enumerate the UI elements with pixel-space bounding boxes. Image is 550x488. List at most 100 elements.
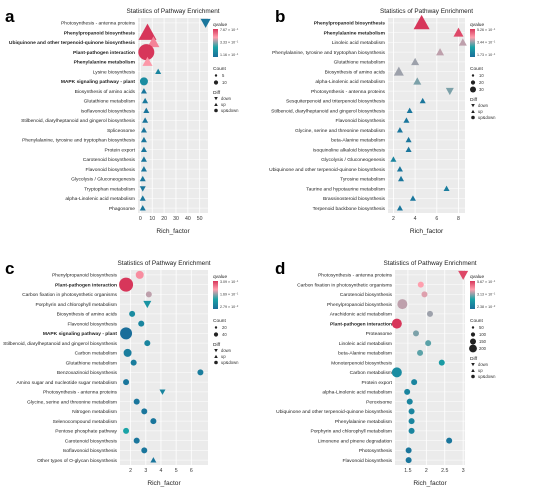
diff-legend-marker — [471, 115, 475, 120]
qvalue-tick-label: 3.09 × 10⁻¹ — [220, 280, 239, 284]
count-legend-dot — [213, 332, 219, 337]
y-tick-label: alpha-Linolenic acid metabolism — [315, 79, 385, 85]
y-tick-label: Glycolysis / Gluconeogenesis — [321, 157, 385, 163]
y-tick-label: Isoflavonoid biosynthesis — [63, 448, 118, 454]
panel-b: b Statistics of Pathway Enrichment Phenylp… — [269, 7, 496, 235]
count-legend-label: 200 — [479, 346, 487, 351]
y-tick-label: Ubiquinone and other terpenoid-quinone b… — [9, 40, 135, 46]
count-legend-label: 10 — [479, 73, 484, 78]
data-point — [443, 185, 450, 192]
legend-count-title: Count — [213, 66, 226, 72]
data-point — [406, 398, 413, 405]
data-point — [139, 195, 146, 201]
y-tick-label: Monoterpenoid biosynthesis — [331, 360, 392, 366]
qvalue-tick-label: 3.44 × 10⁻¹ — [477, 41, 496, 45]
y-tick-label: Carotenoid biosynthesis — [65, 438, 118, 444]
panel-letter: a — [5, 7, 15, 26]
data-point — [120, 327, 133, 340]
data-point — [391, 318, 402, 329]
qvalue-tick-label: 1.73 × 10⁻¹ — [477, 53, 496, 57]
data-point — [150, 418, 157, 425]
qvalue-tick-label: 5.67 × 10⁻¹ — [477, 280, 496, 284]
x-tick-label: 1.5 — [404, 468, 411, 474]
data-point — [458, 270, 469, 280]
y-tick-label: Nitrogen metabolism — [72, 409, 117, 415]
legend-diff-title: Diff — [213, 90, 221, 96]
y-tick-label: Porphyrin and chlorophyll metabolism — [310, 429, 392, 435]
diff-legend-label: up&down — [478, 115, 496, 120]
diff-legend-marker — [471, 368, 475, 372]
data-point — [396, 127, 403, 133]
y-tick-label: Carotenoid biosynthesis — [340, 292, 393, 298]
data-point — [147, 36, 160, 48]
legend-qvalue-title: qvalue — [213, 274, 227, 280]
y-tick-label: beta-Alanine metabolism — [331, 138, 385, 144]
diff-legend-label: up&down — [221, 360, 239, 365]
diff-legend-marker — [214, 97, 218, 101]
qvalue-colorbar — [213, 29, 218, 57]
data-point — [139, 186, 146, 192]
y-tick-label: Porphyrin and chlorophyll metabolism — [35, 302, 117, 308]
legend-qvalue-title: qvalue — [213, 22, 227, 28]
qvalue-colorbar — [213, 281, 218, 309]
y-tick-label: Protein export — [105, 147, 136, 153]
diff-legend-marker — [471, 104, 475, 108]
diff-legend-marker — [471, 109, 475, 113]
diff-legend-label: up — [221, 354, 226, 359]
y-tick-label: Pentose phosphate pathway — [55, 429, 117, 435]
count-legend-label: 30 — [479, 87, 484, 92]
y-tick-label: Limonene and pinene degradation — [318, 438, 393, 444]
legend-diff-title: Diff — [470, 356, 478, 362]
y-tick-label: Arachidonic acid metabolism — [330, 312, 392, 318]
diff-legend-label: down — [221, 348, 232, 353]
diff-legend-label: up — [221, 102, 226, 107]
y-tick-label: Glutathione metabolism — [84, 99, 135, 105]
data-point — [139, 175, 146, 182]
x-tick-label: 3 — [462, 468, 465, 474]
y-tick-label: Stilbenoid, diarylheptanoid and gingerol… — [21, 118, 135, 124]
y-tick-label: Other types of O-glycan biosynthesis — [37, 458, 117, 464]
data-point — [417, 281, 424, 288]
diff-legend-label: up — [478, 368, 483, 373]
data-point — [150, 457, 157, 463]
y-tick-label: Plant-pathogen interaction — [73, 50, 135, 56]
y-tick-label: Selenocompound metabolism — [53, 419, 117, 425]
count-legend-dot — [469, 344, 477, 353]
y-tick-label: Glycolysis / Gluconeogenesis — [71, 177, 135, 183]
y-tick-label: Stilbenoid, diarylheptanoid and gingerol… — [271, 108, 385, 114]
legend-count-title: Count — [213, 318, 226, 324]
y-tick-label: Glutathione metabolism — [334, 60, 385, 66]
data-point — [405, 136, 412, 143]
data-point — [140, 136, 147, 143]
data-point — [140, 166, 147, 172]
data-point — [197, 369, 204, 376]
y-tick-label: Photosynthesis - antenna proteins — [318, 273, 393, 279]
qvalue-tick-label: 1.16 × 10⁻¹ — [220, 53, 239, 57]
y-tick-label: Glutathione metabolism — [66, 360, 117, 366]
diff-legend-label: up&down — [221, 108, 239, 113]
y-tick-label: Carotenoid biosynthesis — [83, 157, 136, 163]
data-point — [458, 38, 467, 46]
data-point — [406, 107, 413, 114]
y-tick-label: Glycine, serine and threonine metabolism — [295, 128, 385, 134]
data-point — [138, 44, 155, 61]
panel-c: c Statistics of Pathway Enrichment Phenylp… — [3, 259, 239, 487]
plot-area — [120, 270, 208, 465]
y-tick-label: alpha-Linolenic acid metabolism — [322, 390, 392, 396]
qvalue-tick-label: 3.13 × 10⁻¹ — [477, 293, 496, 297]
x-axis-label: Rich_factor — [413, 480, 447, 487]
panel-letter: b — [275, 7, 285, 26]
y-tick-label: Tyrosine metabolism — [340, 177, 385, 183]
y-tick-label: Carbon metabolism — [75, 351, 117, 357]
x-tick-label: 10 — [149, 216, 155, 222]
data-point — [425, 340, 432, 347]
x-tick-label: 0 — [139, 216, 142, 222]
y-tick-label: Carbon fixation in photosynthetic organi… — [297, 282, 392, 288]
y-tick-label: Benzoxazinoid biosynthesis — [57, 370, 118, 376]
panel-a: a Statistics of Pathway Enrichment Photosy… — [5, 7, 239, 235]
legend-diff-title: Diff — [213, 342, 221, 348]
data-point — [119, 277, 134, 292]
data-point — [453, 27, 464, 37]
data-point — [200, 18, 211, 28]
